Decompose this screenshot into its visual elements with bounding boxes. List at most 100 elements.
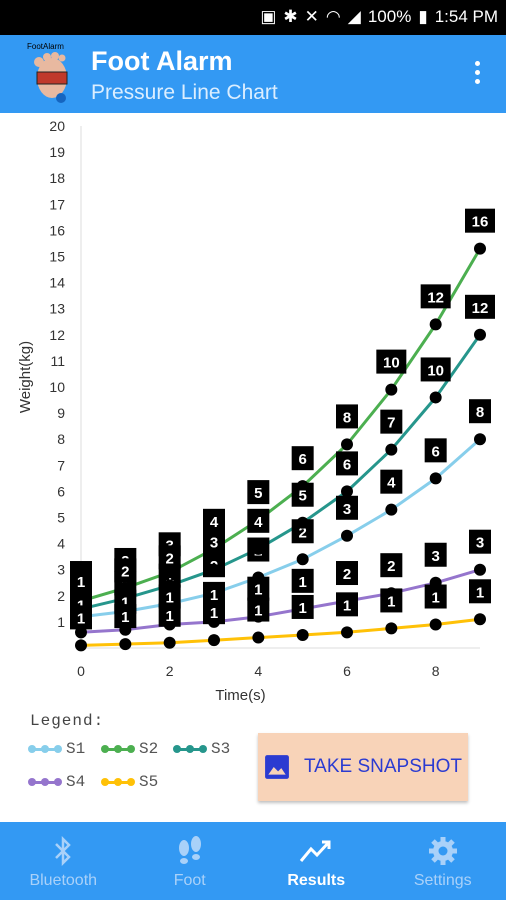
data-label-box [291, 568, 314, 593]
legend-label: S2 [139, 740, 159, 758]
data-label-box [336, 592, 358, 617]
nav-label: Results [287, 872, 346, 889]
data-label: 2 [121, 563, 129, 580]
data-label-box [203, 581, 225, 606]
data-label-box [114, 558, 137, 583]
data-label: 1 [254, 582, 262, 599]
legend-label: S4 [66, 773, 86, 791]
take-snapshot-button[interactable]: TAKE SNAPSHOT [258, 733, 468, 801]
data-label: 3 [343, 501, 351, 518]
nav-label: Settings [413, 872, 472, 889]
data-point [474, 433, 486, 446]
data-point [119, 638, 132, 651]
nav-bluetooth[interactable]: Bluetooth [0, 822, 127, 900]
y-tick-label: 7 [57, 457, 65, 473]
y-tick-label: 4 [57, 536, 65, 552]
image-icon [265, 755, 289, 779]
nav-foot[interactable]: Foot [127, 822, 254, 900]
legend-item-s1: S1 [28, 740, 86, 758]
data-label: 6 [343, 456, 351, 473]
data-label-box [336, 495, 358, 520]
legend-swatch [28, 777, 62, 786]
x-tick-label: 6 [343, 663, 351, 679]
nav-results[interactable]: Results [253, 822, 380, 900]
legend-item-s4: S4 [28, 773, 86, 791]
data-label: 1 [298, 600, 306, 617]
data-label: 1 [254, 603, 262, 620]
series-line-s5 [80, 617, 481, 647]
data-label-box [203, 529, 225, 554]
pressure-line-chart: 1 2 3 4 5 6 7 8 9 10 11 12 13 14 15 16 17 18 19 20 0 2 4 6 8 Time… [0, 113, 506, 713]
data-label: 1 [165, 608, 173, 625]
battery-text: 100% [367, 7, 412, 26]
gear-icon [428, 834, 458, 868]
data-point [296, 628, 309, 641]
y-tick-label: 14 [49, 275, 65, 291]
y-tick-label: 17 [49, 196, 65, 212]
data-label-box [291, 519, 314, 544]
y-axis-label: Weight(kg) [17, 341, 34, 413]
y-tick-label: 12 [49, 327, 65, 343]
page-subtitle: Pressure Line Chart [91, 81, 278, 104]
data-label: 6 [431, 443, 439, 460]
data-label-box [380, 409, 403, 434]
nav-settings[interactable]: Settings [380, 822, 506, 900]
legend-label: S5 [139, 773, 159, 791]
data-label: 1 [121, 609, 129, 626]
data-label-box [424, 584, 447, 609]
data-point [341, 485, 353, 498]
legend-item-s3: S3 [173, 740, 231, 758]
data-label-box [469, 579, 491, 604]
data-point [385, 383, 398, 396]
data-label-box [247, 576, 270, 601]
data-label: 8 [476, 404, 484, 421]
data-label-box [336, 451, 358, 476]
y-tick-label: 18 [49, 170, 65, 186]
data-point [341, 438, 353, 451]
data-label: 2 [343, 566, 351, 583]
data-point [341, 529, 353, 542]
data-point [252, 631, 265, 644]
data-label: 1 [210, 605, 218, 622]
x-axis-label: Time(s) [215, 687, 265, 704]
y-tick-label: 16 [49, 222, 65, 238]
data-label-box [336, 561, 358, 586]
series-line-s4 [80, 568, 481, 634]
data-label: 2 [387, 558, 395, 575]
overflow-menu-icon[interactable] [472, 61, 482, 89]
logo-text: FootAlarm [27, 42, 64, 51]
page-title: Foot Alarm [91, 46, 233, 76]
legend-label: S1 [66, 740, 86, 758]
data-point [385, 622, 398, 635]
y-tick-label: 20 [49, 118, 65, 134]
data-label: 10 [383, 355, 400, 372]
y-tick-label: 8 [57, 431, 65, 447]
data-label: 5 [298, 488, 306, 505]
status-icons: ▣ ✱ ✕ ◠ ◢ 100% ▮ 1:54 PM [260, 7, 498, 27]
data-label: 1 [298, 574, 306, 591]
data-label-box [380, 588, 403, 613]
legend-item-s5: S5 [101, 773, 159, 791]
data-label-box [465, 208, 495, 233]
data-label: 1 [387, 593, 395, 610]
app-logo: FootAlarm [22, 42, 80, 104]
legend-swatch [101, 744, 135, 753]
data-label-box [420, 357, 451, 382]
data-label-box [158, 602, 181, 627]
series-line-s2 [80, 247, 482, 603]
data-label: 10 [427, 362, 444, 379]
data-label: 1 [77, 610, 85, 627]
data-label: 1 [165, 590, 173, 607]
legend-swatch [173, 744, 207, 753]
mute-icon: ✕ [304, 7, 319, 27]
data-point [296, 553, 309, 566]
x-tick-label: 2 [166, 663, 174, 679]
data-point [163, 636, 176, 649]
legend-label: S3 [211, 740, 231, 758]
data-label: 2 [165, 550, 173, 567]
legend-swatch [101, 777, 135, 786]
trending-up-icon [299, 834, 333, 868]
y-tick-label: 6 [57, 483, 65, 499]
data-label: 12 [427, 289, 444, 306]
bluetooth-icon [52, 834, 74, 868]
